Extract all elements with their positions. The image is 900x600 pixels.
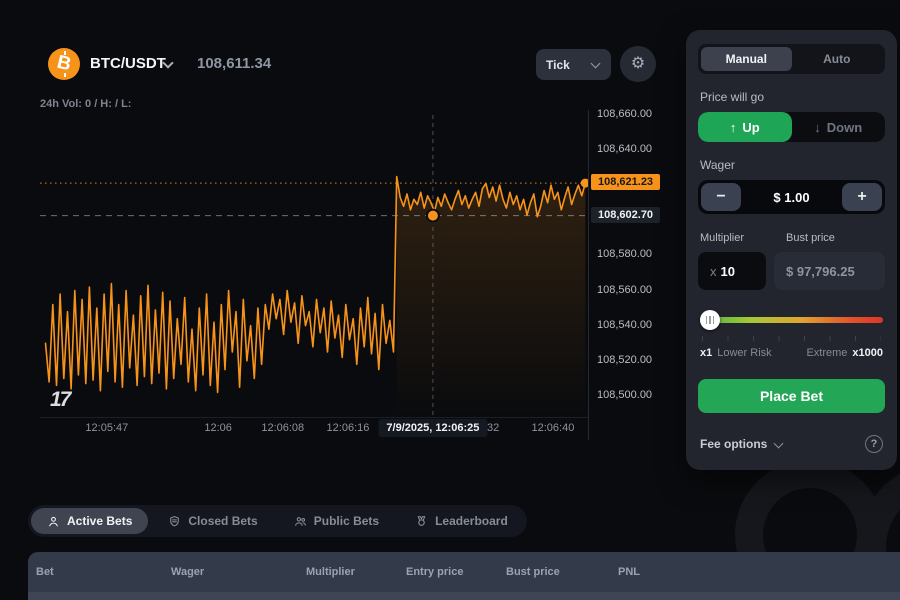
multiplier-prefix: x [710,263,717,279]
price-line [44,175,587,394]
y-axis-label: 108,640.00 [597,143,653,156]
y-axis-label: 108,520.00 [597,353,653,366]
risk-slider[interactable] [698,310,885,330]
y-axis-label: 108,540.00 [597,318,653,331]
time-axis: 12:05:4712:0612:06:0812:06:1612:06:3212:… [40,419,588,441]
wager-value[interactable]: $ 1.00 [773,189,810,205]
tab-label: Active Bets [67,514,133,528]
wager-increase-button[interactable]: + [842,183,882,211]
multiplier-label: Multiplier [700,232,745,244]
volume-stats: 24h Vol: 0 / H: / L: [40,98,132,110]
pair-selector[interactable]: BTC/USDT [90,55,166,72]
chevron-down-icon [590,58,601,69]
risk-slider-ticks [702,336,881,341]
table-header-pnl: PNL [618,566,640,578]
bitcoin-icon: B [48,48,80,80]
gear-icon: ⚙ [630,55,646,72]
bets-tab-bar: Active Bets Closed Bets Public Bets Leaderb… [28,505,527,537]
arrow-down-icon: ↓ [814,119,821,135]
last-price-dot [580,178,588,188]
bet-panel: Manual Auto Price will go ↑ Up ↓ Down Wager … [686,30,897,470]
wager-label: Wager [700,158,735,172]
tab-closed-bets[interactable]: Closed Bets [152,508,273,534]
multiplier-value: 10 [720,263,735,279]
bets-table-row-area [28,592,900,600]
interval-value: Tick [546,57,570,72]
bets-table-header: Bet Wager Multiplier Entry price Bust price P… [28,552,900,592]
mode-tab-manual[interactable]: Manual [701,47,792,71]
mode-toggle: Manual Auto [698,44,885,74]
settings-button[interactable]: ⚙ [620,46,656,82]
chevron-down-icon [773,438,784,448]
tab-label: Public Bets [313,514,380,528]
multiplier-input[interactable]: x 10 [698,252,766,290]
bust-price-label: Bust price [786,232,835,244]
tradingview-watermark-icon: 17 [50,388,71,411]
x-axis-label: 12:05:47 [85,422,129,434]
crosshair-time-badge: 7/9/2025, 12:06:25 [378,419,488,437]
tab-label: Leaderboard [435,514,508,528]
tab-label: Closed Bets [188,514,258,528]
x-axis-label: 12:06:16 [326,422,370,434]
y-axis-label: 108,660.00 [597,108,653,120]
current-price-badge: 108,621.23 [591,174,661,191]
direction-label: Price will go [700,90,765,104]
direction-tab-down[interactable]: ↓ Down [792,112,886,142]
direction-tab-up[interactable]: ↑ Up [698,112,792,142]
tab-public-bets[interactable]: Public Bets [278,508,395,534]
table-header-multiplier: Multiplier [306,566,355,578]
price-area-fill [396,176,586,417]
risk-max-text: Extreme [806,347,848,359]
wager-input[interactable]: − $ 1.00 + [698,180,885,214]
medal-icon [417,515,426,526]
entry-point-dot [425,208,440,223]
risk-min-text: Lower Risk [717,347,772,359]
users-icon [294,516,306,526]
risk-slider-handle[interactable] [700,310,720,330]
x-axis-label: 12:06:40 [531,422,575,434]
x-axis-label: 12:06:08 [261,422,305,434]
fee-options-toggle[interactable]: Fee options [700,437,768,451]
current-price-readout: 108,611.34 [197,55,272,72]
risk-slider-track[interactable] [700,317,883,323]
table-header-bust-price: Bust price [506,566,560,578]
direction-toggle: ↑ Up ↓ Down [698,112,885,142]
x-axis-label: 12:06 [204,422,232,434]
price-axis: 108,660.00 108,640.00 108,580.00 108,560.00… [588,108,680,440]
direction-tab-label: Up [742,119,760,135]
y-axis-label: 108,560.00 [597,283,653,296]
risk-max-multiplier: x1000 [852,347,883,359]
help-icon[interactable]: ? [865,435,883,453]
table-header-bet: Bet [36,566,54,578]
chart-axis-divider [40,417,588,418]
direction-tab-label: Down [826,119,863,135]
shield-icon [170,515,180,526]
tab-active-bets[interactable]: Active Bets [31,508,149,534]
bust-price-field: $ 97,796.25 [774,252,885,290]
tab-leaderboard[interactable]: Leaderboard [399,508,524,534]
y-axis-label: 108,500.00 [597,388,653,401]
risk-min-multiplier: x1 [700,347,713,359]
place-bet-button[interactable]: Place Bet [698,379,885,413]
y-axis-label: 108,580.00 [597,248,653,261]
wager-decrease-button[interactable]: − [701,183,741,211]
price-chart[interactable] [40,115,588,417]
mode-tab-auto[interactable]: Auto [823,52,851,66]
table-header-entry-price: Entry price [406,566,464,578]
arrow-up-icon: ↑ [729,119,737,135]
interval-dropdown[interactable]: Tick [536,49,611,80]
user-icon [49,516,58,526]
entry-price-badge: 108,602.70 [591,206,661,223]
table-header-wager: Wager [171,566,205,578]
